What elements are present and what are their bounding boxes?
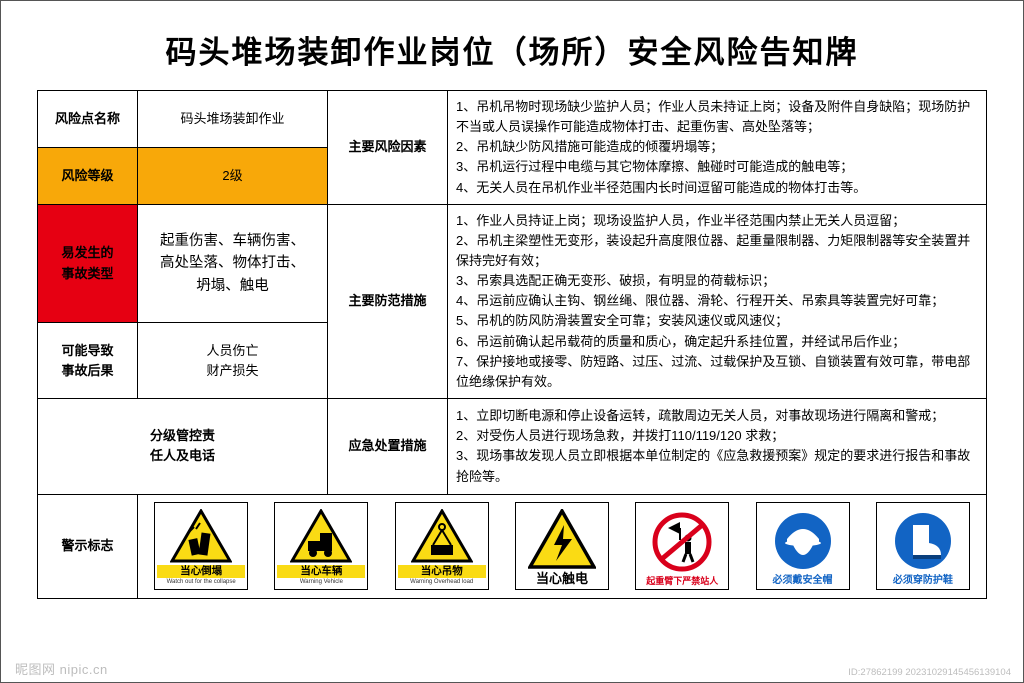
mandatory-icon	[759, 507, 847, 574]
sign-sub: Warning Vehicle	[300, 578, 343, 587]
label-risk-point: 风险点名称	[38, 91, 138, 148]
sign-caption: 当心吊物	[398, 565, 486, 579]
warning-triangle-icon	[398, 507, 486, 564]
sign-caption: 必须戴安全帽	[759, 574, 847, 587]
mandatory-icon	[879, 507, 967, 574]
label-emergency: 应急处置措施	[328, 398, 448, 494]
label-consequences: 可能导致 事故后果	[38, 323, 138, 399]
value-risk-factors: 1、吊机吊物时现场缺少监护人员；作业人员未持证上岗；设备及附件自身缺陷；现场防护…	[448, 91, 987, 205]
value-accident-types: 起重伤害、车辆伤害、 高处坠落、物体打击、 坍塌、触电	[138, 204, 328, 323]
warning-triangle-icon	[518, 507, 606, 571]
value-emergency: 1、立即切断电源和停止设备运转，疏散周边无关人员，对事故现场进行隔离和警戒； 2…	[448, 398, 987, 494]
safety-notice-board: 码头堆场装卸作业岗位（场所）安全风险告知牌 风险点名称 码头堆场装卸作业 主要风…	[0, 0, 1024, 683]
label-responsibility: 分级管控责 任人及电话	[38, 398, 328, 494]
label-accident-types: 易发生的 事故类型	[38, 204, 138, 323]
sign-helmet: 必须戴安全帽	[756, 502, 850, 590]
board-title: 码头堆场装卸作业岗位（场所）安全风险告知牌	[37, 27, 987, 72]
risk-table: 风险点名称 码头堆场装卸作业 主要风险因素 1、吊机吊物时现场缺少监护人员；作业…	[37, 90, 987, 599]
value-risk-level: 2级	[138, 147, 328, 204]
warning-signs-row: 当心倒塌 Watch out for the collapse	[146, 502, 978, 590]
warning-triangle-icon	[277, 507, 365, 564]
sign-caption: 起重臂下严禁站人	[638, 576, 726, 588]
sign-caption: 当心车辆	[277, 565, 365, 579]
sign-collapse: 当心倒塌 Watch out for the collapse	[154, 502, 248, 590]
sign-no-standing: 起重臂下严禁站人	[635, 502, 729, 590]
sign-sub: Watch out for the collapse	[167, 578, 236, 587]
prohibition-icon	[638, 507, 726, 575]
sign-caption: 当心倒塌	[157, 565, 245, 579]
value-risk-point: 码头堆场装卸作业	[138, 91, 328, 148]
watermark-text: 昵图网 nipic.cn	[15, 659, 108, 678]
label-risk-level: 风险等级	[38, 147, 138, 204]
warning-signs-cell: 当心倒塌 Watch out for the collapse	[138, 494, 987, 598]
label-risk-factors: 主要风险因素	[328, 91, 448, 205]
value-prevention: 1、作业人员持证上岗；现场设监护人员，作业半径范围内禁止无关人员逗留； 2、吊机…	[448, 204, 987, 398]
sign-caption: 必须穿防护鞋	[879, 574, 967, 587]
sign-overhead: 当心吊物 Warning Overhead load	[395, 502, 489, 590]
meta-id-text: ID:27862199 20231029145456139104	[848, 667, 1011, 678]
label-warning-signs: 警示标志	[38, 494, 138, 598]
label-prevention: 主要防范措施	[328, 204, 448, 398]
value-consequences: 人员伤亡 财产损失	[138, 323, 328, 399]
sign-vehicle: 当心车辆 Warning Vehicle	[274, 502, 368, 590]
sign-boots: 必须穿防护鞋	[876, 502, 970, 590]
warning-triangle-icon	[157, 507, 245, 564]
sign-electric: 当心触电	[515, 502, 609, 590]
sign-sub: Warning Overhead load	[410, 578, 473, 587]
sign-caption: 当心触电	[518, 571, 606, 587]
